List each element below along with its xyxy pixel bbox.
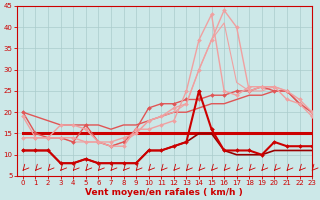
X-axis label: Vent moyen/en rafales ( km/h ): Vent moyen/en rafales ( km/h ) [85, 188, 243, 197]
